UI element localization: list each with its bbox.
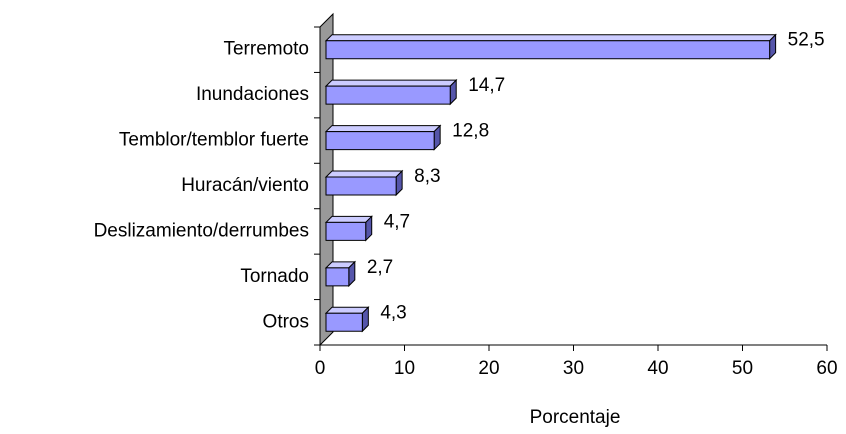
y-tick-label: Terremoto [223,39,309,60]
value-label: 2,7 [367,257,393,278]
x-axis-title: Porcentaje [530,407,621,428]
value-label: 12,8 [452,121,489,142]
bar [324,215,373,242]
bar [324,306,370,333]
x-tick-label: 10 [394,358,415,379]
bar-front [325,40,771,60]
bar-top [324,79,458,87]
bar [324,124,442,151]
x-tick-label: 60 [816,358,837,379]
value-label: 52,5 [788,30,825,51]
y-tick-label: Inundaciones [196,84,309,105]
bar-front [325,221,367,241]
value-label: 4,3 [380,302,406,323]
bar-top [324,125,442,133]
bar-top [324,215,373,223]
bar-top [324,170,404,178]
y-tick-label: Otros [263,311,309,332]
x-tick-label: 30 [563,358,584,379]
bar-top [324,34,777,42]
x-tick-label: 0 [315,358,326,379]
x-tick-label: 50 [732,358,753,379]
x-tick-label: 20 [478,358,499,379]
y-tick-label: Tornado [240,266,309,287]
bar-front [325,85,451,105]
y-tick-label: Temblor/temblor fuerte [119,130,309,151]
value-label: 14,7 [468,75,505,96]
bar [324,78,458,106]
y-tick-label: Huracán/viento [181,175,309,196]
bar-front [325,176,397,196]
bar-front [325,267,350,287]
bar [324,169,404,197]
value-label: 4,7 [384,211,410,232]
bar [324,260,357,288]
value-label: 8,3 [414,166,440,187]
bar-front [325,312,363,332]
bar-front [325,131,435,151]
bar-top [324,306,370,314]
bar [324,33,777,60]
y-tick-label: Deslizamiento/derrumbes [94,220,309,241]
x-tick-label: 40 [647,358,668,379]
